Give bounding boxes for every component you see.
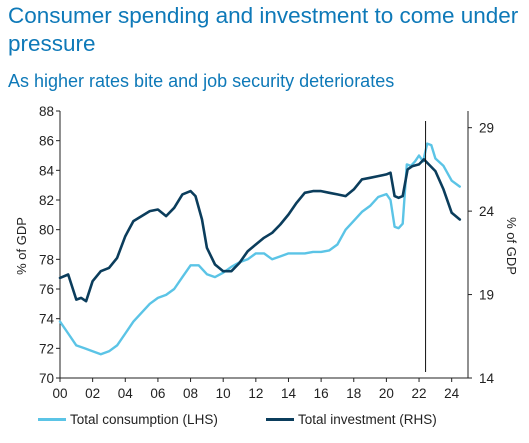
legend-label-consumption: Total consumption (LHS) [70,412,218,427]
y-tick-label-right: 29 [479,121,494,136]
x-tick-label: 18 [346,386,361,401]
x-tick-label: 12 [248,386,263,401]
x-tick-label: 08 [183,386,198,401]
y-tick-label-left: 72 [39,341,54,356]
series-line-consumption [58,142,461,356]
y-tick-label-right: 14 [479,371,495,386]
x-tick-label: 02 [85,386,100,401]
y-tick-label-left: 86 [39,134,54,149]
legend-item-investment: Total investment (RHS) [266,412,437,427]
x-tick-label: 04 [118,386,134,401]
y-tick-label-left: 82 [39,193,54,208]
y-tick-label-left: 74 [39,312,55,327]
chart-title: Consumer spending and investment to come… [8,3,519,56]
legend-swatch-investment [266,418,294,421]
y-axis-label-right: % of GDP [504,217,519,275]
y-tick-label-left: 76 [39,282,54,297]
x-tick-label: 24 [444,386,460,401]
y-tick-label-left: 78 [39,252,54,267]
x-tick-label: 00 [52,386,67,401]
chart-subtitle: As higher rates bite and job security de… [8,71,395,91]
x-tick-label: 16 [314,386,329,401]
series-line-investment [58,158,462,303]
x-tick-label: 06 [150,386,165,401]
x-tick-label: 14 [281,386,297,401]
x-tick-label: 20 [379,386,394,401]
legend-label-investment: Total investment (RHS) [298,412,437,427]
y-tick-label-right: 19 [479,288,494,303]
y-tick-label-right: 24 [479,204,495,219]
legend-swatch-consumption [38,418,66,421]
y-tick-label-left: 88 [39,104,54,119]
x-tick-label: 22 [412,386,427,401]
y-tick-label-left: 70 [39,371,54,386]
chart-legend: Total consumption (LHS) Total investment… [38,412,529,432]
y-axis-label-left: % of GDP [14,217,29,275]
y-tick-label-left: 80 [39,223,54,238]
y-tick-label-left: 84 [39,163,55,178]
legend-item-consumption: Total consumption (LHS) [38,412,218,427]
x-tick-label: 10 [216,386,231,401]
